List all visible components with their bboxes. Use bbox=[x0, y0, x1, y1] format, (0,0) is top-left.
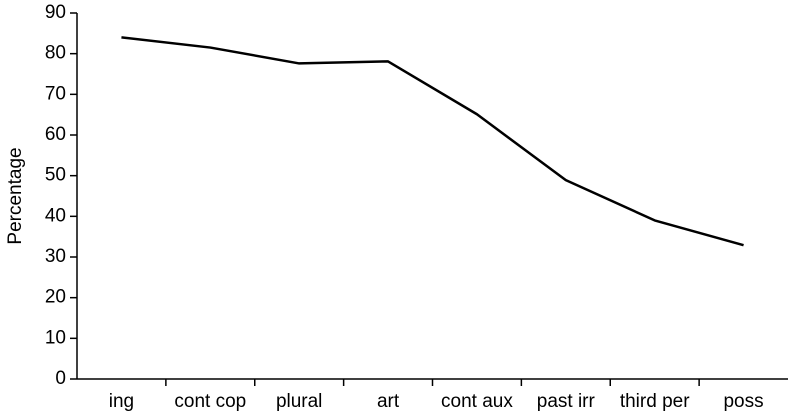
y-tick-label: 40 bbox=[45, 205, 66, 226]
x-tick-label: cont aux bbox=[441, 391, 513, 412]
x-tick-label: plural bbox=[276, 391, 322, 412]
y-tick-label: 60 bbox=[45, 124, 66, 145]
y-tick-label: 50 bbox=[45, 165, 66, 186]
y-axis-label: Percentage bbox=[5, 147, 26, 244]
x-tick-label: cont cop bbox=[174, 391, 246, 412]
y-tick-label: 0 bbox=[55, 368, 66, 389]
x-tick-label: art bbox=[377, 391, 400, 412]
x-tick-label: third per bbox=[620, 391, 690, 412]
x-tick-label: ing bbox=[109, 391, 134, 412]
line-series bbox=[121, 36, 744, 247]
y-tick-label: 20 bbox=[45, 287, 66, 308]
y-tick-label: 80 bbox=[45, 43, 66, 64]
y-tick-label: 10 bbox=[45, 327, 66, 348]
y-tick-label: 70 bbox=[45, 83, 66, 104]
x-tick-label: past irr bbox=[537, 391, 596, 412]
x-tick-label: poss bbox=[723, 391, 763, 412]
y-tick-label: 30 bbox=[45, 246, 66, 267]
y-tick-label: 90 bbox=[45, 2, 66, 23]
